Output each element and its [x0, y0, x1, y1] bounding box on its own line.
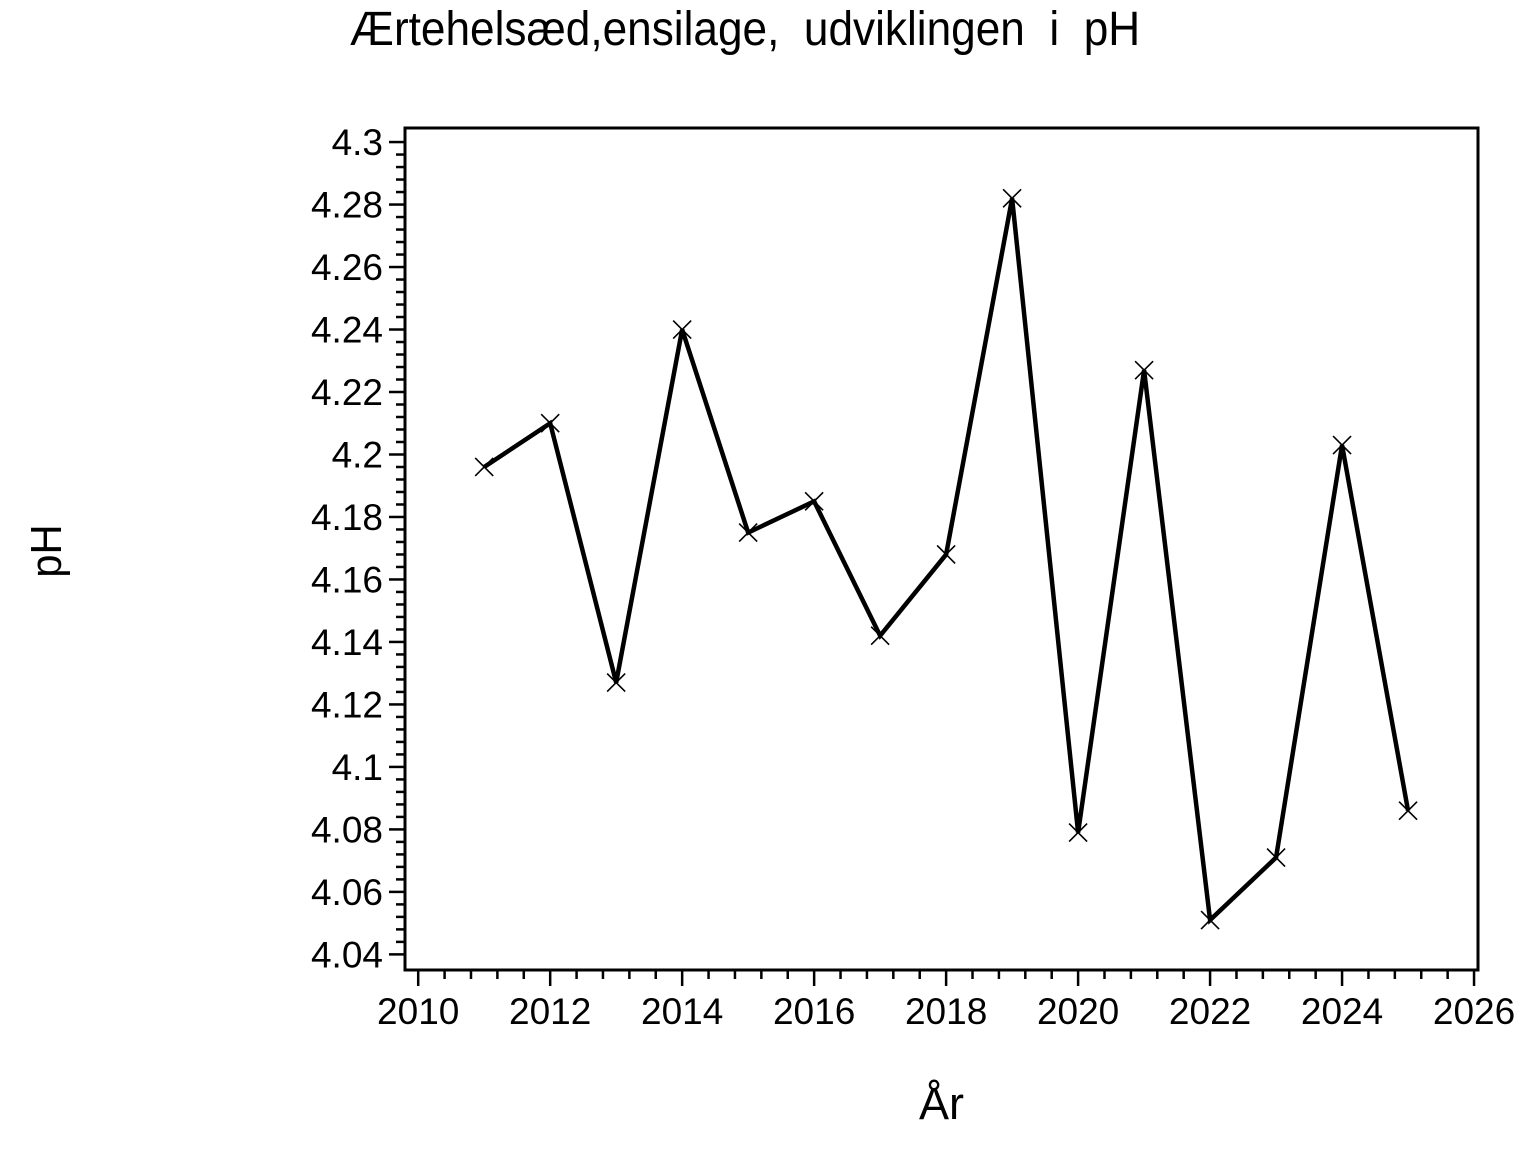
y-tick-label: 4.08: [311, 809, 383, 850]
y-tick-label: 4.2: [332, 434, 383, 475]
data-point-marker: [1068, 822, 1088, 843]
y-axis-label: pH: [22, 524, 71, 578]
y-tick-label: 4.16: [311, 559, 383, 600]
data-series-line: [482, 197, 1411, 925]
data-point-marker: [1332, 435, 1352, 455]
chart-title: Ærtehelsæd,ensilage, udviklingen i pH: [349, 3, 1141, 56]
plot-frame: [403, 126, 1480, 972]
data-point-marker: [1134, 360, 1154, 380]
y-tick-label: 4.18: [311, 497, 383, 538]
data-point-marker: [738, 523, 758, 543]
data-point-marker: [804, 491, 824, 511]
y-tick-label: 4.14: [311, 622, 383, 663]
y-tick-label: 4.06: [311, 872, 383, 913]
data-point-marker: [1398, 801, 1418, 821]
data-point-marker: [672, 319, 692, 340]
data-point-marker: [1002, 188, 1022, 208]
y-tick-label: 4.24: [311, 310, 383, 351]
x-tick-label: 2016: [773, 991, 855, 1032]
x-tick-label: 2010: [377, 991, 459, 1032]
data-point-marker: [540, 413, 560, 433]
data-point-marker: [1266, 847, 1286, 868]
x-tick-label: 2014: [641, 991, 723, 1032]
x-tick-label: 2012: [509, 991, 591, 1032]
data-point-marker: [606, 672, 626, 693]
y-tick-label: 4.04: [311, 934, 383, 975]
x-tick-label: 2018: [905, 991, 987, 1032]
y-tick-label: 4.26: [311, 247, 383, 288]
y-tick-label: 4.3: [332, 122, 383, 163]
data-point-marker: [1200, 910, 1220, 930]
x-tick-label: 2024: [1301, 991, 1383, 1032]
data-point-marker: [474, 457, 494, 477]
data-point-marker: [936, 544, 956, 565]
y-tick-label: 4.1: [332, 747, 383, 788]
x-tick-label: 2020: [1037, 991, 1119, 1032]
x-tick-label: 2026: [1433, 991, 1515, 1032]
y-tick-label: 4.12: [311, 684, 383, 725]
y-tick-label: 4.28: [311, 185, 383, 226]
y-tick-label: 4.22: [311, 372, 383, 413]
x-tick-label: 2022: [1169, 991, 1251, 1032]
x-axis-label: År: [919, 1078, 964, 1129]
data-point-marker: [870, 626, 890, 646]
